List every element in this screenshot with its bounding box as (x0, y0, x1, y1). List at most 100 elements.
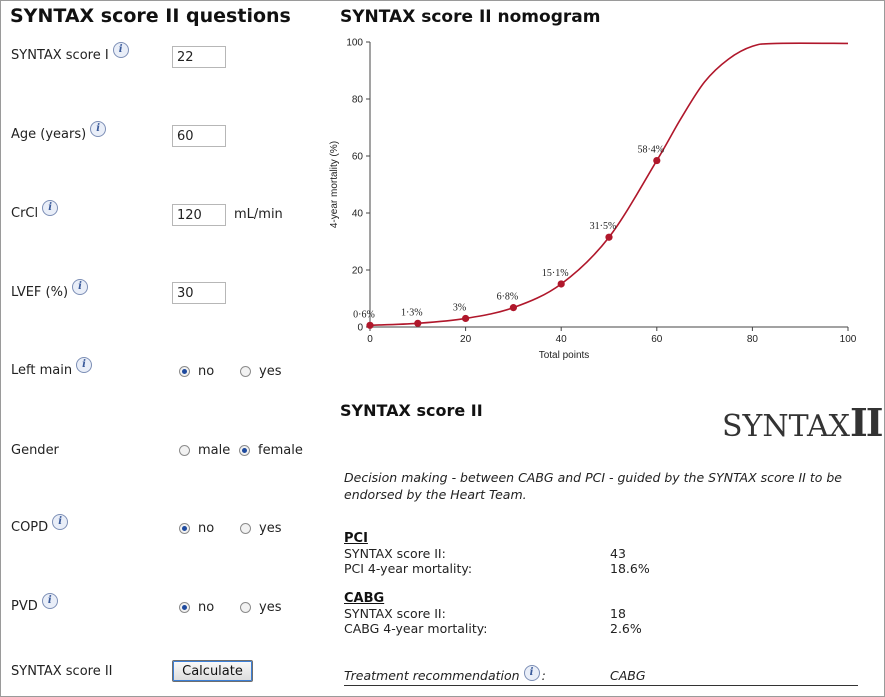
syntax-ii-logo: SYNTAXII (722, 400, 884, 445)
info-icon[interactable]: i (72, 279, 89, 295)
pvd-label: PVD i (11, 593, 58, 614)
data-point (366, 321, 374, 329)
pci-heading: PCI (344, 531, 368, 546)
left-main-yes-option[interactable]: yes (240, 364, 281, 379)
crcl-input[interactable] (172, 204, 226, 226)
data-point-label: 58·4% (637, 145, 664, 156)
syntax-score-label: SYNTAX score I i (11, 42, 129, 63)
results-title: SYNTAX score II (340, 401, 483, 420)
crcl-unit: mL/min (234, 207, 283, 222)
left-main-no-radio[interactable] (179, 366, 190, 377)
crcl-label: CrCl i (11, 200, 59, 221)
y-axis-label: 4-year mortality (%) (329, 141, 340, 228)
cabg-score-label: SYNTAX score II: (344, 606, 446, 621)
data-point-label: 3% (453, 302, 466, 313)
x-tick-label: 100 (840, 334, 857, 345)
logo-text: SYNTAX (722, 409, 850, 444)
y-tick-label: 0 (357, 323, 363, 334)
treatment-recommendation-label: Treatment recommendation i : (344, 665, 546, 683)
pci-mortality-value: 18.6% (610, 561, 650, 576)
left-main-label: Left main i (11, 357, 93, 378)
left-main-yes-label: yes (259, 364, 282, 379)
gender-male-radio[interactable] (179, 445, 190, 456)
cabg-heading: CABG (344, 591, 385, 606)
treatment-recommendation-value: CABG (610, 668, 646, 683)
data-point (605, 233, 613, 241)
data-point (509, 304, 517, 312)
cabg-score-value: 18 (610, 606, 626, 621)
nomogram-chart: 0 20 40 60 80 100 0 20 40 60 80 100 0·6% 1·3% 3% 6·8% 1… (329, 38, 857, 362)
cabg-mortality-value: 2.6% (610, 621, 642, 636)
data-point-label: 15·1% (542, 268, 569, 279)
info-icon[interactable]: i (523, 665, 540, 681)
lvef-label-text: LVEF (%) (11, 284, 69, 300)
y-tick-label: 20 (352, 266, 364, 277)
logo-numeral: II (850, 400, 884, 445)
gender-female-radio[interactable] (239, 445, 250, 456)
copd-yes-option[interactable]: yes (240, 521, 281, 536)
gender-female-option[interactable]: female (239, 443, 303, 458)
lvef-input[interactable] (172, 282, 226, 304)
info-icon[interactable]: i (41, 593, 58, 609)
chart-axes (369, 42, 848, 328)
data-point-label: 0·6% (353, 309, 375, 320)
gender-male-label: male (198, 443, 231, 458)
left-main-yes-radio[interactable] (240, 366, 251, 377)
info-icon[interactable]: i (112, 42, 129, 58)
gender-label: Gender (11, 443, 59, 458)
treatment-recommendation-colon: : (541, 667, 546, 683)
pci-score-value: 43 (610, 546, 626, 561)
copd-yes-label: yes (259, 521, 282, 536)
x-axis-label: Total points (539, 350, 590, 361)
age-input[interactable] (172, 125, 226, 147)
chart-points: 0·6% 1·3% 3% 6·8% 15·1% 31·5% 58·4% (353, 145, 664, 329)
decision-text: Decision making - between CABG and PCI -… (344, 470, 842, 502)
info-icon[interactable]: i (76, 357, 93, 373)
age-label: Age (years) i (11, 121, 107, 142)
pvd-yes-radio[interactable] (240, 602, 251, 613)
info-icon[interactable]: i (52, 514, 69, 530)
left-main-label-text: Left main (11, 362, 73, 378)
copd-no-radio[interactable] (179, 523, 190, 534)
x-tick-label: 80 (747, 334, 759, 345)
left-main-no-option[interactable]: no (179, 364, 214, 379)
syntax-score-ii-label-text: SYNTAX score II (11, 664, 113, 679)
pvd-no-radio[interactable] (179, 602, 190, 613)
crcl-label-text: CrCl (11, 205, 39, 221)
questions-title: SYNTAX score II questions (10, 5, 291, 27)
data-point (462, 314, 470, 323)
syntax-score-input[interactable] (172, 46, 226, 68)
copd-no-option[interactable]: no (179, 521, 214, 536)
pvd-label-text: PVD (11, 598, 38, 614)
copd-label-text: COPD (11, 519, 49, 535)
pvd-yes-option[interactable]: yes (240, 600, 281, 615)
x-tick-label: 60 (651, 334, 663, 345)
syntax-score-ii-label: SYNTAX score II (11, 664, 113, 679)
calculate-button[interactable]: Calculate (172, 660, 253, 682)
x-tick-label: 40 (556, 334, 568, 345)
left-main-no-label: no (198, 364, 215, 379)
data-point (653, 156, 661, 165)
pvd-no-label: no (198, 600, 215, 615)
copd-yes-radio[interactable] (240, 523, 251, 534)
data-point (557, 280, 565, 288)
pvd-no-option[interactable]: no (179, 600, 214, 615)
data-point-label: 31·5% (590, 221, 617, 232)
age-label-text: Age (years) (11, 126, 87, 142)
x-tick-label: 20 (460, 334, 472, 345)
y-tick-label: 40 (352, 209, 364, 220)
treatment-recommendation-text: Treatment recommendation (344, 667, 520, 683)
x-tick-label: 0 (367, 334, 373, 345)
y-tick-label: 80 (352, 95, 364, 106)
data-point-label: 1·3% (401, 307, 423, 318)
y-tick-label: 100 (346, 38, 363, 49)
info-icon[interactable]: i (42, 200, 59, 216)
recommendation-underline (344, 685, 858, 686)
gender-male-option[interactable]: male (179, 443, 230, 458)
y-tick-label: 60 (352, 152, 364, 163)
info-icon[interactable]: i (90, 121, 107, 137)
chart-ticks: 0 20 40 60 80 100 0 20 40 60 80 100 (346, 38, 856, 346)
gender-label-text: Gender (11, 443, 59, 458)
pci-score-label: SYNTAX score II: (344, 546, 446, 561)
pvd-yes-label: yes (259, 600, 282, 615)
